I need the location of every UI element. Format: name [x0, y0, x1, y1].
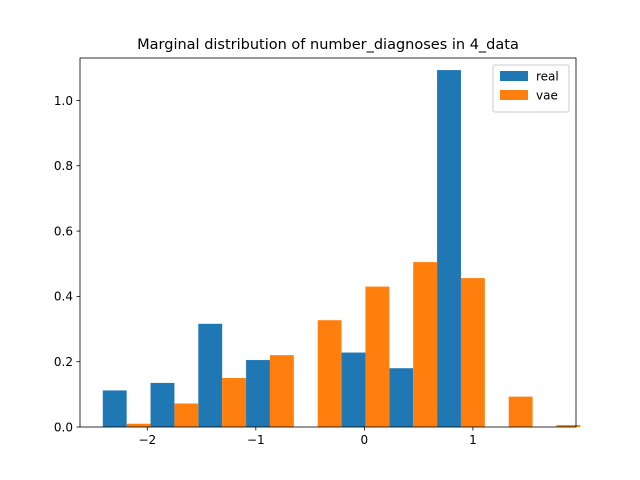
x-axis: −2 −1 0 1: [138, 427, 477, 447]
y-tick-label: 1.0: [54, 94, 73, 108]
bar-real-7: [437, 70, 461, 427]
x-tick-label: 0: [361, 433, 369, 447]
legend-label-real: real: [536, 70, 559, 84]
y-tick-label: 0.0: [54, 420, 73, 434]
legend-label-vae: vae: [536, 89, 558, 103]
x-tick-label: 1: [469, 433, 477, 447]
y-axis: 0.0 0.2 0.4 0.6 0.8 1.0: [54, 94, 80, 434]
bar-real-0: [102, 390, 127, 427]
bar-real-5: [341, 352, 366, 427]
y-tick-label: 0.2: [54, 355, 73, 369]
chart-title: Marginal distribution of number_diagnose…: [137, 37, 519, 53]
bar-vae-8: [508, 396, 533, 427]
y-tick-label: 0.4: [54, 290, 73, 304]
bar-real-2: [198, 323, 223, 427]
bar-vae-7: [460, 278, 485, 427]
bar-vae-0: [126, 423, 151, 427]
bar-real-3: [246, 360, 270, 427]
plot-area: −2 −1 0 1 0.0 0.2 0.4 0.6 0.8 1.0: [54, 57, 581, 447]
bar-vae-6: [413, 262, 438, 427]
bar-vae-1: [174, 403, 199, 427]
legend: real vae: [492, 64, 570, 113]
bar-real-6: [389, 368, 414, 427]
bar-vae-3: [269, 355, 294, 427]
x-tick-label: −2: [138, 433, 156, 447]
y-tick-label: 0.8: [54, 159, 73, 173]
bar-vae-9: [556, 425, 581, 427]
x-tick-label: −1: [247, 433, 265, 447]
legend-swatch-real: [500, 71, 528, 81]
y-tick-label: 0.6: [54, 224, 73, 238]
legend-swatch-vae: [500, 90, 528, 100]
bar-real-1: [150, 382, 175, 427]
bar-vae-2: [222, 378, 247, 427]
bar-vae-4: [317, 320, 342, 427]
bar-vae-5: [365, 286, 390, 427]
bars-group: [102, 70, 581, 427]
plot-frame: [79, 57, 577, 428]
